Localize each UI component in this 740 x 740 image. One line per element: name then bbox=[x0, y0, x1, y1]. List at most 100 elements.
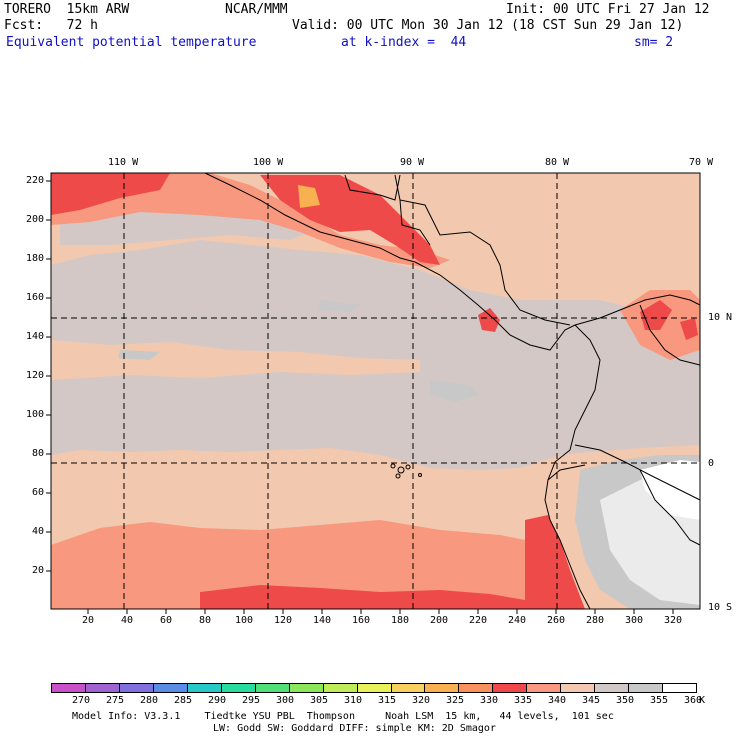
light-salmon-band bbox=[51, 340, 420, 380]
lat-label-10s: 10 S bbox=[708, 602, 733, 613]
latlon-grid bbox=[51, 173, 700, 609]
colorbar-swatch bbox=[187, 684, 222, 692]
colorbar-swatch bbox=[595, 684, 630, 692]
lon-label-100w: 100 W bbox=[253, 157, 284, 168]
valid-time: Valid: 00 UTC Mon 30 Jan 12 (18 CST Sun … bbox=[292, 18, 684, 33]
colorbar-swatch bbox=[255, 684, 290, 692]
colorbar-label: 360 bbox=[684, 695, 703, 706]
grid-y-label: 220 bbox=[26, 175, 45, 186]
colorbar bbox=[51, 683, 697, 693]
lat-label-0: 0 bbox=[708, 458, 715, 469]
colorbar-labels: 270 275 280 285 290 295 300 305 310 315 320 325 330 3… bbox=[51, 695, 731, 707]
grid-x-label: 260 bbox=[547, 615, 566, 626]
colorbar-swatch bbox=[527, 684, 562, 692]
colorbar-swatch bbox=[459, 684, 494, 692]
colorbar-label: 270 bbox=[72, 695, 91, 706]
colorbar-label: 280 bbox=[140, 695, 159, 706]
model-info-line1: Model Info: V3.3.1 Tiedtke YSU PBL Thomp… bbox=[72, 711, 614, 722]
colorbar-label: 355 bbox=[650, 695, 669, 706]
colorbar-label: 315 bbox=[378, 695, 397, 706]
grid-x-label: 320 bbox=[664, 615, 683, 626]
red-field-region bbox=[478, 308, 500, 332]
border-ecuador-peru bbox=[547, 464, 586, 481]
grid-x-label: 160 bbox=[352, 615, 371, 626]
colorbar-swatch bbox=[493, 684, 528, 692]
colorbar-label: 295 bbox=[242, 695, 261, 706]
grid-y-label: 80 bbox=[32, 448, 45, 459]
colorbar-swatch bbox=[323, 684, 358, 692]
grid-x-label: 220 bbox=[469, 615, 488, 626]
coastline-mexico bbox=[204, 172, 416, 263]
red-field-region bbox=[200, 585, 525, 609]
colorbar-swatch bbox=[52, 684, 86, 692]
colorbar-label: 285 bbox=[174, 695, 193, 706]
init-time: Init: 00 UTC Fri 27 Jan 12 bbox=[506, 2, 710, 17]
grid-y-label: 160 bbox=[26, 292, 45, 303]
colorbar-swatch bbox=[391, 684, 426, 692]
colorbar-label: 275 bbox=[106, 695, 125, 706]
colorbar-label: 335 bbox=[514, 695, 533, 706]
grid-y-label: 180 bbox=[26, 253, 45, 264]
colorbar-label: 305 bbox=[310, 695, 329, 706]
grid-x-label: 240 bbox=[508, 615, 527, 626]
red-coastal-region bbox=[525, 515, 585, 609]
colorbar-swatch bbox=[85, 684, 120, 692]
model-name: TORERO 15km ARW bbox=[4, 2, 130, 17]
colorbar-swatch bbox=[153, 684, 188, 692]
lon-label-110w: 110 W bbox=[108, 157, 139, 168]
grey-field-region bbox=[51, 240, 700, 470]
red-field-region bbox=[51, 173, 170, 215]
coastline-caribbean bbox=[394, 174, 571, 326]
lon-label-70w: 70 W bbox=[689, 157, 714, 168]
colorbar-swatch bbox=[561, 684, 596, 692]
colorbar-label: 330 bbox=[480, 695, 499, 706]
grid-y-label: 40 bbox=[32, 526, 45, 537]
colorbar-label: 325 bbox=[446, 695, 465, 706]
salmon-field-region bbox=[51, 520, 525, 609]
border-colombia-ecuador-peru bbox=[574, 444, 701, 501]
colorbar-label: 320 bbox=[412, 695, 431, 706]
salmon-field-region bbox=[51, 173, 450, 268]
smoothing-info: sm= 2 bbox=[634, 35, 674, 50]
white-field-region bbox=[640, 460, 700, 520]
colorbar-label: 300 bbox=[276, 695, 295, 706]
colorbar-swatch bbox=[119, 684, 154, 692]
colorbar-swatch bbox=[663, 684, 697, 692]
colorbar-swatch bbox=[289, 684, 324, 692]
grid-x-label: 20 bbox=[82, 615, 95, 626]
organization: NCAR/MMM bbox=[225, 2, 288, 17]
grid-y-label: 100 bbox=[26, 409, 45, 420]
lon-label-80w: 80 W bbox=[545, 157, 570, 168]
forecast-hour: Fcst: 72 h bbox=[4, 18, 98, 33]
orange-field-region bbox=[298, 185, 320, 208]
grid-y-label: 200 bbox=[26, 214, 45, 225]
colorbar-swatch bbox=[425, 684, 460, 692]
colorbar-label: 345 bbox=[582, 695, 601, 706]
galapagos-islands bbox=[390, 463, 422, 479]
grid-x-label: 140 bbox=[313, 615, 332, 626]
field-name: Equivalent potential temperature bbox=[6, 35, 257, 50]
lon-label-90w: 90 W bbox=[400, 157, 425, 168]
border-guatemala bbox=[399, 199, 431, 246]
grid-x-label: 40 bbox=[121, 615, 134, 626]
colorbar-swatch bbox=[221, 684, 256, 692]
grid-x-label: 200 bbox=[430, 615, 449, 626]
lat-label-10n: 10 N bbox=[708, 312, 733, 323]
colorbar-unit: K bbox=[699, 695, 706, 706]
grid-x-label: 280 bbox=[586, 615, 605, 626]
grid-x-label: 180 bbox=[391, 615, 410, 626]
grid-x-label: 100 bbox=[235, 615, 254, 626]
colorbar-swatch bbox=[357, 684, 392, 692]
border-peru-brazil bbox=[639, 469, 701, 546]
frame-ticks bbox=[46, 180, 674, 614]
coastlines bbox=[204, 172, 701, 610]
coastline-south-america-west bbox=[544, 324, 601, 610]
map-frame bbox=[50, 172, 701, 610]
grid-y-label: 60 bbox=[32, 487, 45, 498]
model-info-line2: LW: Godd SW: Goddard DIFF: simple KM: 2D… bbox=[213, 723, 496, 734]
grid-x-label: 60 bbox=[160, 615, 173, 626]
grid-y-label: 120 bbox=[26, 370, 45, 381]
coastline-yucatan bbox=[344, 174, 401, 201]
level-info: at k-index = 44 bbox=[341, 35, 467, 50]
